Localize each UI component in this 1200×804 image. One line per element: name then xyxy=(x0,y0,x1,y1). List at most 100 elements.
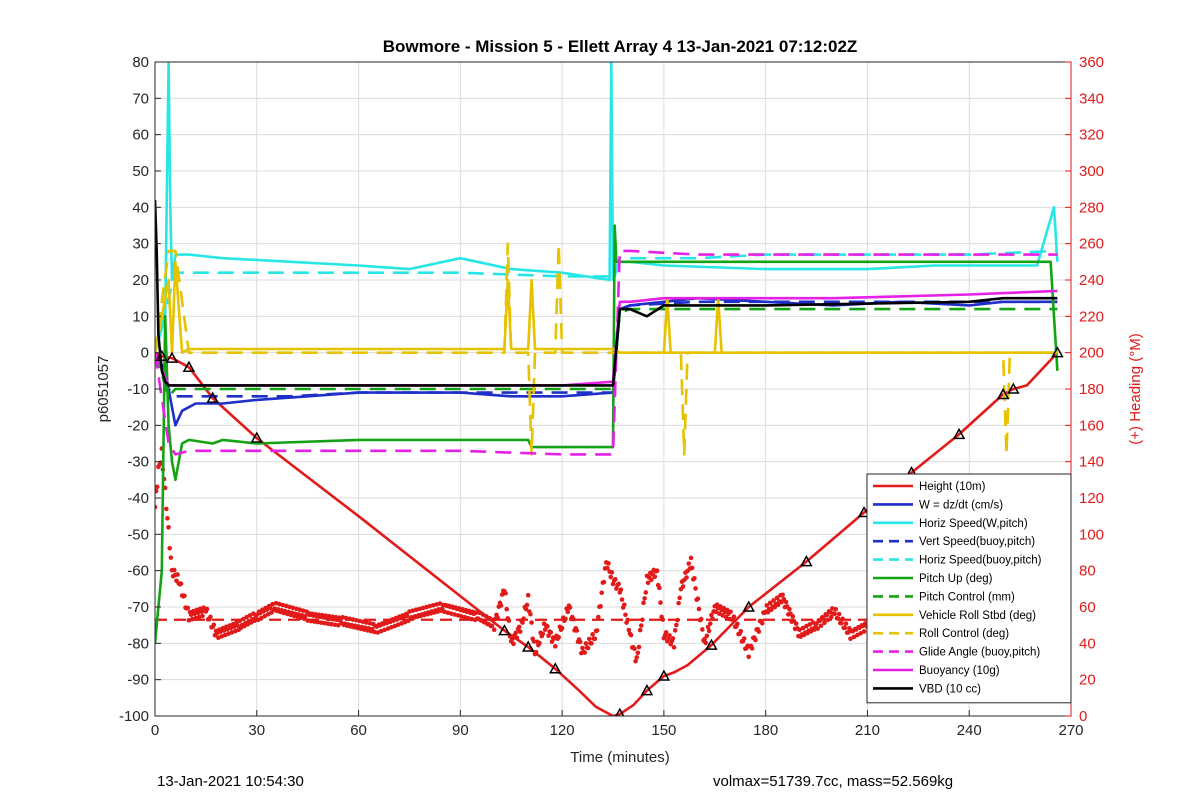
heading-point xyxy=(489,623,495,629)
heading-point xyxy=(504,606,509,612)
heading-point xyxy=(638,623,644,628)
y-tick-label: 30 xyxy=(132,236,149,253)
heading-point xyxy=(797,627,802,633)
heading-point xyxy=(645,580,651,586)
height-marker xyxy=(640,684,654,696)
heading-point xyxy=(524,602,530,608)
heading-point xyxy=(696,606,702,612)
heading-point xyxy=(609,570,615,575)
height-marker xyxy=(498,624,511,636)
heading-point xyxy=(713,609,719,615)
heading-point xyxy=(305,618,310,623)
heading-point xyxy=(608,574,614,580)
y2-tick-label: 260 xyxy=(1079,236,1104,253)
y-tick-label: -90 xyxy=(127,672,149,689)
heading-point xyxy=(717,611,722,616)
heading-point xyxy=(155,504,158,510)
heading-point xyxy=(709,612,714,618)
heading-point xyxy=(840,616,845,622)
heading-point xyxy=(583,641,589,646)
heading-point xyxy=(563,616,568,622)
series-line xyxy=(155,351,1059,716)
x-axis-label: Time (minutes) xyxy=(570,749,669,766)
heading-point xyxy=(818,623,824,629)
heading-point xyxy=(735,621,740,627)
x-tick-label: 30 xyxy=(248,722,265,739)
heading-point xyxy=(268,605,273,611)
heading-point xyxy=(672,628,678,633)
heading-point xyxy=(851,634,857,640)
heading-point xyxy=(783,599,789,605)
heading-point xyxy=(498,603,504,608)
heading-point xyxy=(643,590,649,595)
heading-point xyxy=(254,612,260,618)
heading-point xyxy=(155,484,160,490)
axes: 0 30 60 90 120 150 180 210 240 270-100-90-80-70-6… xyxy=(119,54,1104,739)
height-marker xyxy=(952,427,966,440)
legend-entry: Horiz Speed(W,pitch) xyxy=(919,518,1028,530)
heading-point xyxy=(625,617,631,623)
heading-point xyxy=(790,614,796,619)
y2-tick-label: 340 xyxy=(1079,90,1104,107)
y-tick-label: 10 xyxy=(132,308,149,325)
legend-entry: Pitch Control (mm) xyxy=(919,591,1015,603)
height-marker xyxy=(250,431,264,443)
legend: Height (10m) W = dz/dt (cm/s) Horiz Speed(… xyxy=(866,473,1072,704)
heading-point xyxy=(585,645,591,651)
height-marker xyxy=(705,638,718,650)
heading-point xyxy=(641,600,646,606)
heading-point xyxy=(619,597,625,602)
heading-point xyxy=(723,614,729,620)
y-tick-label: 70 xyxy=(132,90,149,107)
x-tick-label: 270 xyxy=(1058,722,1083,739)
heading-point xyxy=(545,624,550,629)
height-marker xyxy=(800,555,813,567)
heading-point xyxy=(839,620,844,626)
heading-point xyxy=(612,577,618,582)
heading-point xyxy=(264,607,270,612)
heading-point xyxy=(652,574,658,580)
legend-entry: Pitch Up (deg) xyxy=(919,573,993,585)
heading-point xyxy=(540,631,546,637)
series-line xyxy=(155,242,1058,456)
x-tick-label: 240 xyxy=(957,722,982,739)
heading-point xyxy=(335,622,341,628)
footer-vehicle-info: volmax=51739.7cc, mass=52.569kg xyxy=(713,773,954,790)
y-tick-label: -40 xyxy=(127,490,149,507)
heading-point xyxy=(654,568,660,574)
heading-point xyxy=(616,581,621,587)
heading-point xyxy=(677,595,683,601)
y-tick-label: -20 xyxy=(127,417,149,434)
height-marker xyxy=(521,640,535,652)
heading-point xyxy=(503,591,508,596)
height-marker xyxy=(1051,346,1064,358)
heading-point xyxy=(728,609,733,615)
y-axis-label: p6051057 xyxy=(95,356,112,423)
heading-point xyxy=(618,587,624,592)
heading-point xyxy=(529,620,534,625)
y-tick-label: 50 xyxy=(132,163,149,180)
y-tick-label: 80 xyxy=(132,54,149,71)
heading-point xyxy=(642,596,647,601)
heading-point xyxy=(714,602,720,607)
height-marker xyxy=(206,391,219,403)
heading-point xyxy=(574,628,580,633)
heading-point xyxy=(660,617,666,622)
heading-point xyxy=(703,640,709,646)
heading-point xyxy=(842,625,848,631)
series-line xyxy=(155,307,1058,398)
series-line xyxy=(155,249,1058,456)
heading-point xyxy=(628,632,634,638)
heading-point xyxy=(439,606,445,611)
heading-point xyxy=(240,616,246,622)
heading-point xyxy=(517,629,523,635)
y2-tick-label: 40 xyxy=(1079,635,1096,652)
heading-point xyxy=(528,611,533,617)
legend-box xyxy=(866,473,1072,704)
heading-point xyxy=(721,605,727,611)
heading-point xyxy=(753,637,758,643)
heading-point xyxy=(637,627,643,633)
series-line xyxy=(155,224,1059,644)
heading-point xyxy=(473,610,479,615)
